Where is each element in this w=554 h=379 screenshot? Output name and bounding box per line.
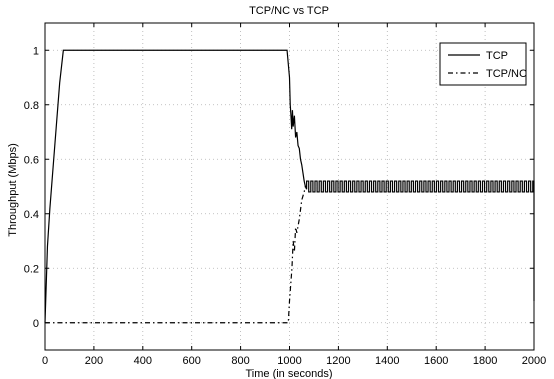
legend-box	[439, 42, 527, 86]
y-tick-label: 0.4	[24, 209, 39, 221]
x-tick-label: 400	[134, 355, 152, 367]
series-layer	[44, 49, 535, 324]
x-axis-label: Time (in seconds)	[245, 368, 332, 379]
series-line-tcp-nc	[45, 185, 307, 324]
x-tick-label: 1600	[424, 355, 448, 367]
y-tick-label: 0	[33, 318, 39, 330]
y-tick-label: 0.6	[24, 154, 39, 166]
y-tick-label: 0.8	[24, 100, 39, 112]
x-tick-label: 1400	[375, 355, 399, 367]
y-tick-label: 1	[33, 45, 39, 57]
grid-lines	[45, 23, 534, 350]
legend: TCP TCP/NC	[439, 42, 527, 86]
legend-label-tcpnc: TCP/NC	[486, 68, 527, 80]
x-tick-label: 1200	[326, 355, 350, 367]
x-tick-label: 1000	[277, 355, 301, 367]
x-tick-label: 600	[183, 355, 201, 367]
x-tick-label: 0	[42, 355, 48, 367]
x-tick-label: 200	[85, 355, 103, 367]
plot-frame	[44, 22, 535, 351]
x-tick-label: 800	[231, 355, 249, 367]
series-line-tcp	[44, 49, 535, 323]
chart-title: TCP/NC vs TCP	[249, 5, 329, 17]
x-axis-ticks: 0 200 400 600 800 1000 1200 1400 1600 1800 2000	[42, 23, 546, 367]
legend-label-tcp: TCP	[486, 50, 508, 62]
x-tick-label: 2000	[522, 355, 546, 367]
y-axis-ticks: 0 0.2 0.4 0.6 0.8 1	[24, 45, 534, 330]
y-axis-label: Throughput (Mbps)	[7, 143, 19, 237]
x-tick-label: 1800	[473, 355, 497, 367]
y-tick-label: 0.2	[24, 263, 39, 275]
